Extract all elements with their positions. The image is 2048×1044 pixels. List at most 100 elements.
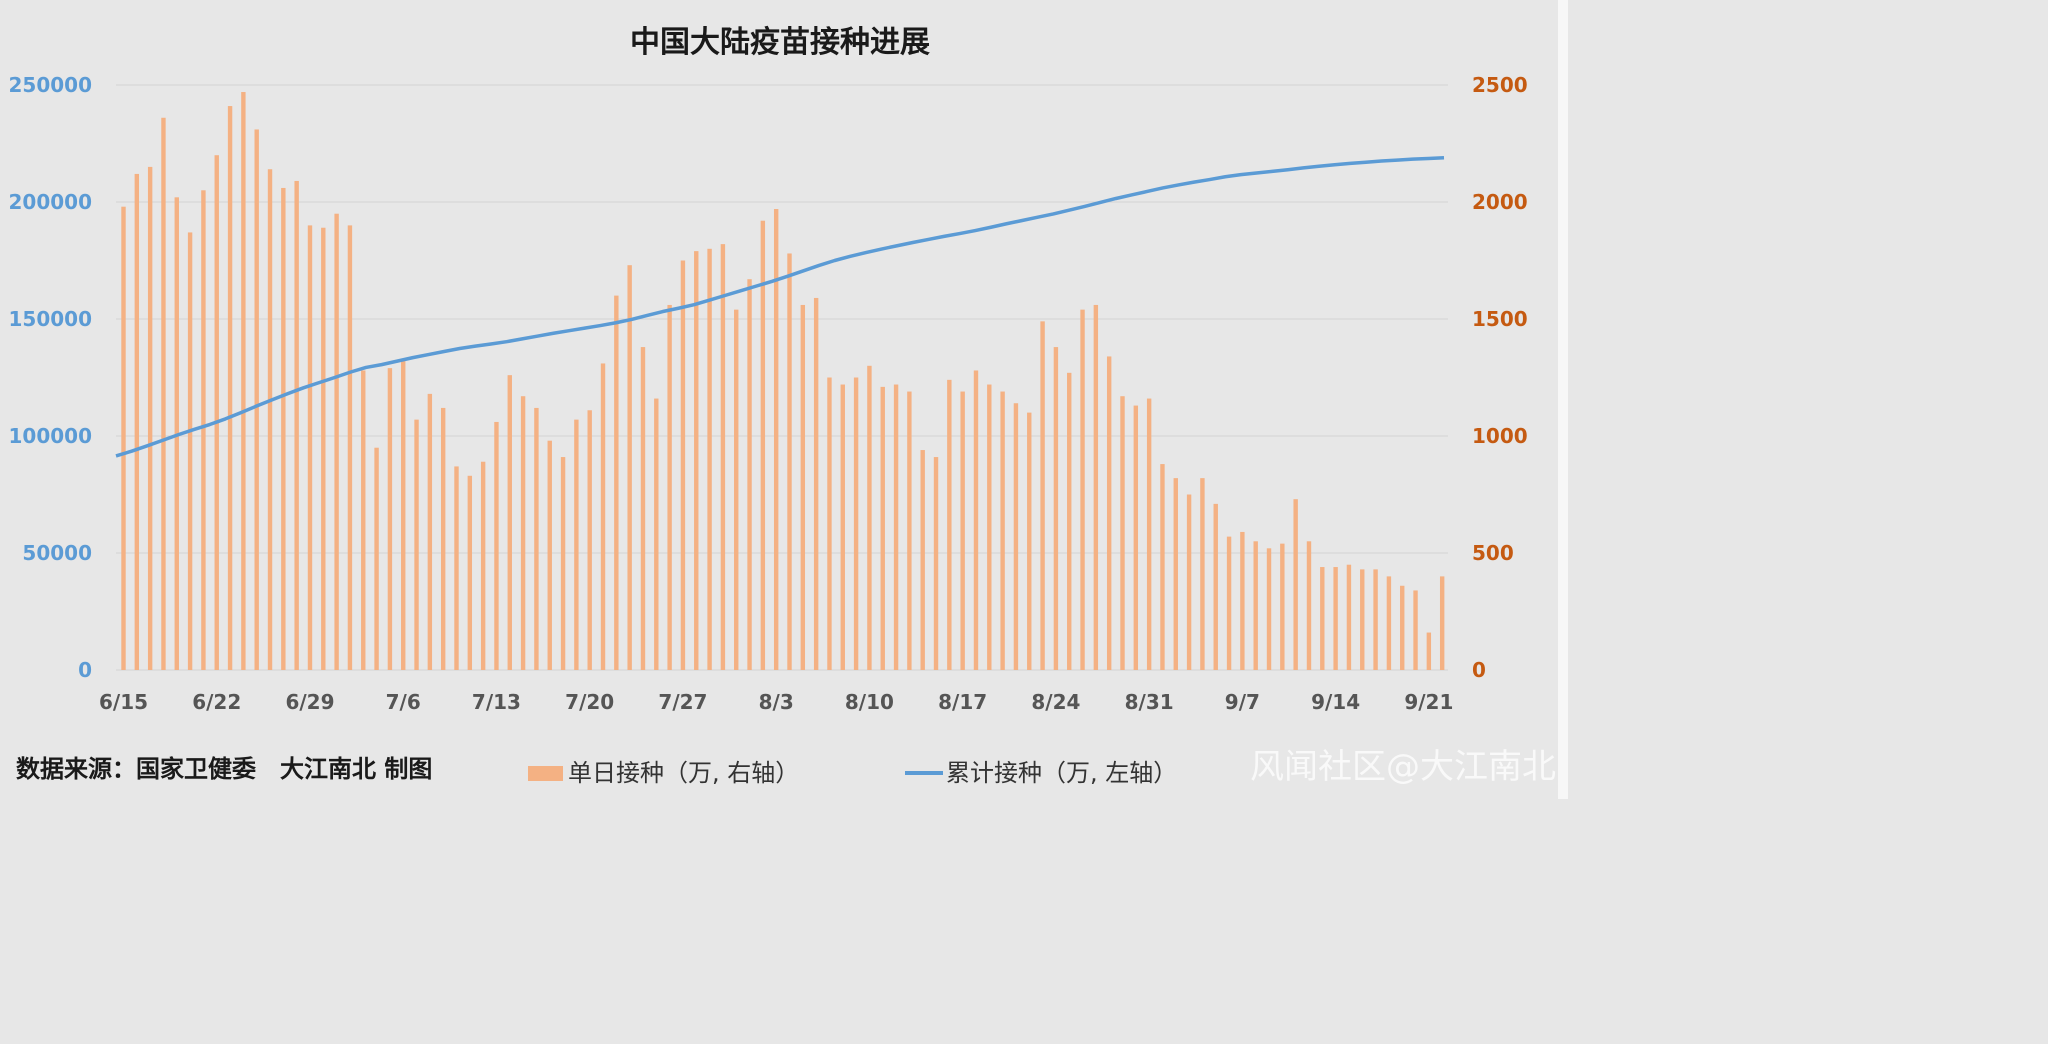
daily-bar	[401, 361, 406, 670]
watermark: 风闻社区@大江南北	[1250, 747, 1556, 787]
daily-bar	[1160, 464, 1165, 670]
daily-bar	[440, 407, 446, 670]
daily-bar	[1133, 405, 1139, 670]
daily-bar	[267, 169, 273, 671]
daily-bar	[813, 297, 819, 670]
x-tick-label: 8/17	[938, 690, 987, 714]
x-tick-label: 8/24	[1031, 690, 1080, 714]
x-tick-label: 6/22	[192, 690, 241, 714]
left-axis-ticks: 0 50000 100000 150000 200000 250000	[9, 73, 93, 682]
daily-bar	[760, 220, 766, 670]
daily-bar	[520, 396, 526, 670]
daily-bar	[281, 187, 286, 670]
daily-bar	[201, 190, 206, 671]
daily-bar	[960, 391, 965, 670]
daily-bar	[880, 386, 885, 670]
legend-bar-label: 单日接种（万, 右轴）	[568, 759, 799, 787]
daily-bar	[361, 370, 366, 670]
daily-bar	[241, 92, 246, 670]
left-tick-label: 50000	[22, 541, 92, 565]
legend-bar-swatch	[528, 766, 563, 781]
daily-bar	[387, 368, 393, 670]
x-tick-label: 9/14	[1311, 690, 1360, 714]
daily-bar	[1400, 585, 1405, 670]
daily-bar	[1346, 564, 1352, 670]
daily-bar	[1439, 576, 1445, 670]
right-tick-label: 1000	[1472, 424, 1528, 448]
x-tick-label: 8/3	[759, 690, 794, 714]
daily-bar	[1040, 321, 1045, 670]
daily-bar	[547, 440, 552, 670]
daily-bar	[827, 377, 832, 670]
vaccination-chart: 中国大陆疫苗接种进展 05000010000015000020000025000…	[9, 0, 1568, 799]
daily-bar	[1426, 632, 1432, 670]
daily-bar	[187, 232, 193, 671]
x-tick-label: 7/27	[658, 690, 707, 714]
daily-bar	[307, 225, 313, 670]
daily-bar	[414, 419, 419, 670]
daily-bar	[787, 253, 792, 671]
daily-bar	[1000, 391, 1005, 670]
right-edge-strip	[1558, 0, 1568, 799]
daily-bar	[1106, 356, 1112, 670]
x-tick-label: 7/13	[472, 690, 521, 714]
daily-bar	[321, 227, 326, 671]
daily-bar	[294, 180, 299, 670]
daily-bar	[1360, 569, 1365, 670]
daily-bar	[1306, 541, 1312, 670]
left-tick-label: 200000	[9, 190, 93, 214]
daily-bar	[933, 457, 939, 670]
daily-bar	[773, 209, 779, 670]
left-tick-label: 150000	[9, 307, 93, 331]
daily-bar	[640, 347, 646, 670]
daily-bar	[947, 379, 952, 670]
daily-bars	[121, 92, 1445, 671]
daily-bar	[1053, 347, 1059, 670]
daily-bar	[680, 260, 686, 670]
daily-bar	[374, 447, 379, 670]
right-tick-label: 1500	[1472, 307, 1528, 331]
right-tick-label: 500	[1472, 541, 1514, 565]
daily-bar	[1200, 478, 1205, 670]
daily-bar	[227, 106, 233, 670]
left-tick-label: 100000	[9, 424, 93, 448]
daily-bar	[1146, 398, 1152, 670]
daily-bar	[1386, 576, 1392, 670]
daily-bar	[1373, 569, 1378, 670]
right-tick-label: 2500	[1472, 73, 1528, 97]
x-axis-ticks: 6/15 6/22 6/29 7/6 7/13 7/20 7/27 8/3 8/10 8/17 8/…	[99, 690, 1453, 714]
daily-bar	[254, 129, 259, 670]
x-tick-label: 7/20	[565, 690, 614, 714]
legend-line-label: 累计接种（万, 左轴）	[946, 759, 1177, 787]
daily-bar	[1226, 536, 1232, 670]
daily-bar	[494, 421, 499, 670]
daily-bar	[654, 398, 659, 670]
right-axis-ticks: 0 500 1000 1500 2000 2500	[1472, 73, 1528, 682]
daily-bar	[707, 248, 712, 671]
daily-bar	[1293, 499, 1298, 670]
x-tick-label: 6/29	[285, 690, 334, 714]
left-tick-label: 250000	[9, 73, 93, 97]
chart-title: 中国大陆疫苗接种进展	[630, 25, 930, 60]
daily-bar	[867, 365, 872, 670]
daily-bar	[1120, 396, 1125, 670]
daily-bar	[1320, 567, 1325, 670]
daily-bar	[853, 377, 859, 670]
daily-bar	[147, 166, 153, 670]
daily-bar	[161, 117, 166, 670]
daily-bar	[694, 251, 699, 670]
daily-bar	[627, 265, 632, 670]
daily-bar	[1080, 309, 1085, 670]
daily-bar	[907, 391, 912, 670]
x-tick-label: 8/10	[845, 690, 894, 714]
daily-bar	[214, 155, 219, 670]
right-tick-label: 2000	[1472, 190, 1528, 214]
footer-source: 数据来源：国家卫健委 大江南北 制图	[16, 755, 432, 783]
daily-bar	[614, 295, 619, 670]
daily-bar	[1173, 478, 1178, 670]
daily-bar	[121, 206, 126, 670]
daily-bar	[1253, 541, 1258, 670]
daily-bar	[347, 225, 353, 670]
daily-bar	[920, 450, 925, 670]
daily-bar	[467, 475, 473, 670]
